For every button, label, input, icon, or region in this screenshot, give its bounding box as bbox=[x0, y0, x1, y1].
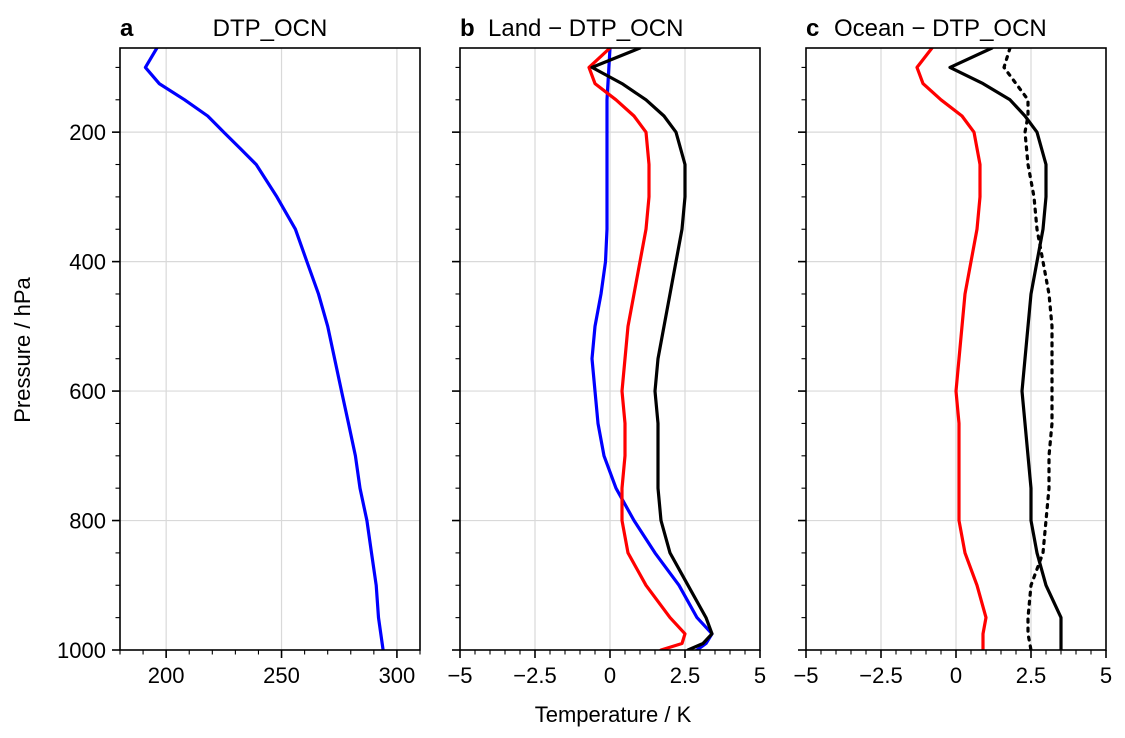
series-line-red bbox=[915, 48, 988, 650]
series-line-black bbox=[590, 48, 714, 650]
x-tick-label: −5 bbox=[793, 663, 818, 688]
x-tick-label: 0 bbox=[604, 663, 616, 688]
y-axis-title: Pressure / hPa bbox=[10, 276, 35, 422]
plot-frame bbox=[119, 47, 421, 651]
series-group bbox=[143, 48, 385, 650]
x-tick-label: −2.5 bbox=[513, 663, 556, 688]
panel-title: Ocean − DTP_OCN bbox=[834, 15, 1047, 42]
series-group bbox=[587, 48, 714, 650]
x-tick-label: 300 bbox=[379, 663, 416, 688]
series-line-black-dotted bbox=[1002, 48, 1054, 650]
x-tick-label: 5 bbox=[1100, 663, 1112, 688]
series-line-blue bbox=[590, 48, 714, 650]
series-line-black bbox=[948, 48, 1063, 650]
x-axis-title: Temperature / K bbox=[535, 702, 692, 727]
x-tick-label: 2.5 bbox=[670, 663, 701, 688]
x-tick-label: 5 bbox=[754, 663, 766, 688]
panel-a: 200 250 300 200 400 600 800 1000 a DTP_OCN bbox=[57, 15, 421, 688]
series-group bbox=[915, 48, 1063, 650]
panel-letter: a bbox=[120, 15, 134, 42]
series-line-DTP_OCN bbox=[143, 48, 385, 650]
panel-title: Land − DTP_OCN bbox=[488, 15, 683, 42]
y-tick-label: 200 bbox=[69, 120, 106, 145]
x-tick-label: 200 bbox=[148, 663, 185, 688]
panel-title: DTP_OCN bbox=[213, 15, 328, 42]
y-tick-label: 600 bbox=[69, 379, 106, 404]
y-tick-label: 400 bbox=[69, 250, 106, 275]
y-tick-label: 1000 bbox=[57, 638, 106, 663]
y-tick-label: 800 bbox=[69, 509, 106, 534]
x-tick-label: −2.5 bbox=[859, 663, 902, 688]
panel-letter: c bbox=[806, 15, 819, 42]
x-tick-label: 0 bbox=[950, 663, 962, 688]
panel-c: −5 −2.5 0 2.5 5 c Ocean − DTP_OCN bbox=[793, 15, 1112, 688]
series-line-red bbox=[587, 48, 687, 650]
x-tick-label: 2.5 bbox=[1016, 663, 1047, 688]
x-tick-label: 250 bbox=[263, 663, 300, 688]
x-tick-label: −5 bbox=[447, 663, 472, 688]
panel-b: −5 −2.5 0 2.5 5 b Land − DTP_OCN bbox=[447, 15, 766, 688]
panel-letter: b bbox=[460, 15, 475, 42]
